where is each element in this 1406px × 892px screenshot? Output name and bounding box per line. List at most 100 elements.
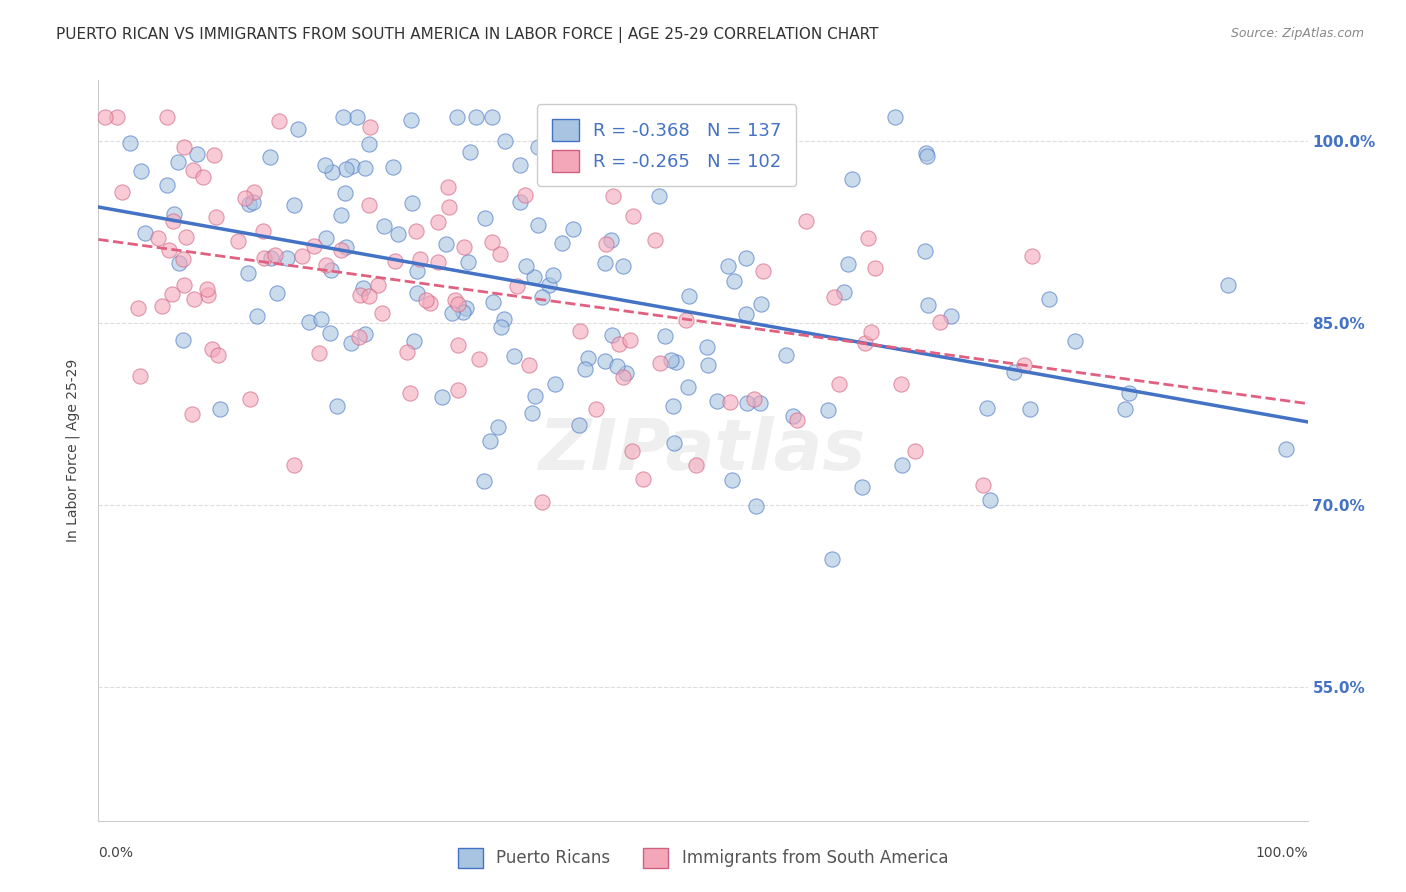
- Point: [162, 213, 184, 227]
- Point: [530, 495, 553, 509]
- Point: [612, 369, 634, 384]
- Point: [173, 140, 195, 154]
- Point: [1216, 278, 1239, 293]
- Point: [606, 359, 628, 373]
- Point: [458, 145, 481, 159]
- Point: [120, 136, 142, 150]
- Point: [405, 264, 427, 278]
- Point: [745, 499, 768, 513]
- Point: [415, 293, 437, 308]
- Point: [513, 188, 536, 202]
- Point: [406, 285, 429, 300]
- Point: [160, 286, 183, 301]
- Point: [111, 185, 134, 199]
- Point: [520, 406, 543, 420]
- Point: [371, 305, 394, 319]
- Point: [373, 219, 395, 234]
- Point: [481, 235, 503, 249]
- Point: [146, 231, 169, 245]
- Point: [1021, 249, 1043, 263]
- Point: [239, 392, 262, 406]
- Point: [821, 552, 844, 566]
- Point: [481, 110, 503, 124]
- Point: [129, 164, 152, 178]
- Point: [314, 158, 336, 172]
- Point: [607, 337, 630, 351]
- Point: [242, 194, 264, 209]
- Point: [828, 376, 851, 391]
- Point: [550, 236, 572, 251]
- Point: [395, 344, 418, 359]
- Point: [309, 311, 332, 326]
- Point: [387, 227, 409, 241]
- Point: [352, 281, 374, 295]
- Point: [706, 394, 728, 409]
- Point: [291, 249, 314, 263]
- Point: [354, 326, 377, 341]
- Point: [447, 383, 470, 397]
- Point: [401, 196, 423, 211]
- Point: [329, 243, 352, 257]
- Point: [252, 224, 274, 238]
- Point: [127, 301, 149, 315]
- Point: [917, 298, 939, 312]
- Point: [593, 255, 616, 269]
- Point: [856, 231, 879, 245]
- Point: [367, 277, 389, 292]
- Point: [263, 248, 285, 262]
- Point: [685, 458, 707, 473]
- Point: [619, 333, 641, 347]
- Point: [576, 351, 599, 365]
- Point: [914, 145, 936, 160]
- Point: [253, 251, 276, 265]
- Point: [319, 263, 342, 277]
- Point: [384, 254, 406, 268]
- Point: [523, 270, 546, 285]
- Point: [315, 231, 337, 245]
- Point: [381, 160, 404, 174]
- Y-axis label: In Labor Force | Age 25-29: In Labor Force | Age 25-29: [65, 359, 80, 542]
- Point: [890, 376, 912, 391]
- Point: [853, 336, 876, 351]
- Point: [267, 113, 290, 128]
- Point: [226, 234, 249, 248]
- Point: [202, 148, 225, 162]
- Point: [332, 110, 354, 124]
- Point: [259, 251, 281, 265]
- Point: [287, 122, 309, 136]
- Point: [427, 255, 450, 269]
- Point: [620, 444, 643, 458]
- Point: [515, 259, 537, 273]
- Point: [440, 306, 463, 320]
- Point: [509, 158, 531, 172]
- Point: [340, 335, 363, 350]
- Point: [399, 386, 422, 401]
- Point: [426, 215, 449, 229]
- Point: [914, 244, 936, 259]
- Point: [129, 368, 152, 383]
- Point: [568, 324, 591, 338]
- Point: [751, 125, 773, 139]
- Point: [585, 402, 607, 417]
- Point: [436, 179, 458, 194]
- Point: [259, 150, 281, 164]
- Point: [794, 213, 817, 227]
- Text: 100.0%: 100.0%: [1256, 846, 1308, 860]
- Point: [972, 478, 994, 492]
- Point: [173, 277, 195, 292]
- Point: [1019, 401, 1042, 416]
- Point: [1274, 442, 1296, 456]
- Text: ZIPatlas: ZIPatlas: [540, 416, 866, 485]
- Point: [720, 473, 742, 487]
- Point: [976, 401, 998, 415]
- Point: [538, 278, 561, 293]
- Point: [650, 355, 672, 369]
- Point: [181, 162, 204, 177]
- Point: [530, 290, 553, 304]
- Legend: Puerto Ricans, Immigrants from South America: Puerto Ricans, Immigrants from South Ame…: [451, 841, 955, 875]
- Point: [544, 376, 567, 391]
- Point: [723, 274, 745, 288]
- Point: [209, 401, 232, 416]
- Point: [823, 290, 845, 304]
- Point: [786, 413, 808, 427]
